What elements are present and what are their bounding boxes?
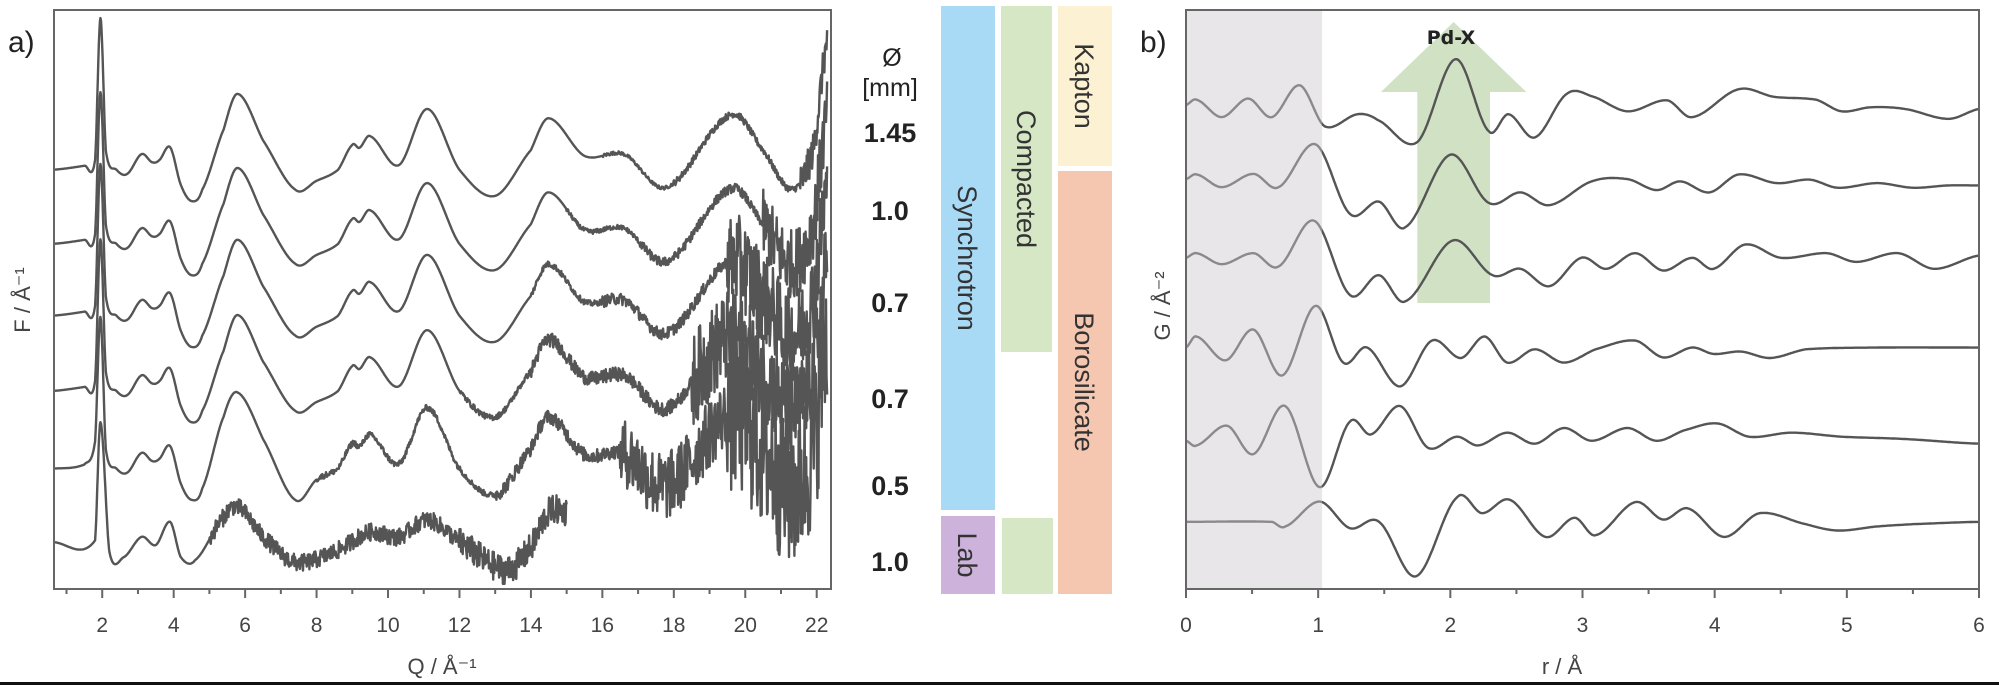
g-r-trace: [1322, 309, 1979, 388]
diameter-value: 1.0: [871, 196, 909, 226]
diameter-value: 1.0: [871, 547, 909, 577]
diameter-value: 0.7: [871, 288, 909, 318]
compacted-label: Compacted: [1011, 110, 1041, 248]
f-q-trace-0.7: [54, 162, 829, 382]
panel-b-tick-label: 1: [1312, 614, 1324, 637]
lab-label: Lab: [952, 532, 982, 577]
g-r-trace-shaded-part: [1186, 500, 1322, 529]
f-q-trace-1.0: [54, 81, 829, 299]
diameter-unit: [mm]: [862, 74, 918, 102]
g-r-trace-shaded-part: [1186, 304, 1322, 377]
panel-a-tick-label: 14: [519, 614, 543, 637]
panel-a: a) 2 4 6 8 10 12 14 16 18 20 22 Q / Å⁻¹ F / Å⁻¹: [8, 9, 832, 679]
category-bars: Synchrotron Lab Compacted Kapton Borosil…: [941, 6, 1112, 594]
g-r-trace: [1322, 404, 1979, 488]
borosilicate-label: Borosilicate: [1069, 312, 1099, 452]
panel-b-tick-label: 4: [1709, 614, 1721, 637]
kapton-label: Kapton: [1069, 43, 1099, 129]
panel-a-tick-label: 16: [591, 614, 614, 637]
compacted-bar-lab: [1002, 518, 1053, 594]
panel-a-tick-label: 2: [96, 614, 108, 637]
diameter-value: 0.7: [871, 384, 909, 414]
compacted-bar: [1001, 6, 1052, 352]
diameter-legend: Ø [mm] 1.45 1.0 0.7 0.7 0.5 1.0: [862, 44, 918, 577]
panel-a-traces: [54, 16, 829, 586]
synchrotron-bar: [941, 6, 995, 510]
diameter-value: 1.45: [864, 118, 917, 148]
g-r-trace-shaded-part: [1186, 219, 1322, 269]
panel-a-y-axis-title: F / Å⁻¹: [10, 267, 35, 332]
diameter-symbol: Ø: [882, 44, 901, 72]
panel-b-x-axis: 0 1 2 3 4 5 6: [1180, 589, 1985, 637]
panel-b-x-axis-title: r / Å: [1542, 654, 1583, 679]
panel-a-tick-label: 22: [805, 614, 828, 637]
panel-a-tick-label: 8: [311, 614, 323, 637]
shaded-region: [1186, 10, 1323, 589]
lab-bar: [941, 516, 995, 594]
panel-a-tick-label: 6: [239, 614, 251, 637]
panel-a-tick-label: 4: [168, 614, 180, 637]
f-q-trace-1.0: [54, 421, 568, 586]
panel-b-y-axis-title: G / Å⁻²: [1150, 271, 1175, 340]
panel-b-tick-label: 5: [1841, 614, 1853, 637]
panel-a-x-axis-title: Q / Å⁻¹: [407, 654, 476, 679]
kapton-bar: [1058, 6, 1112, 166]
f-q-trace-0.5: [54, 298, 829, 559]
diameter-value: 0.5: [871, 471, 909, 501]
bottom-rule: [0, 682, 1999, 685]
g-r-trace-shaded-part: [1186, 404, 1322, 489]
synchrotron-label: Synchrotron: [952, 185, 982, 331]
panel-b-tick-label: 3: [1577, 614, 1589, 637]
borosilicate-bar: [1058, 171, 1112, 594]
panel-a-tick-label: 18: [662, 614, 685, 637]
g-r-trace: [1322, 228, 1979, 304]
g-r-trace-shaded-part: [1186, 83, 1322, 126]
panel-a-label: a): [8, 26, 35, 59]
panel-b-traces: [1186, 58, 1979, 578]
panel-a-frame: [53, 9, 832, 590]
pd-x-annotation: Pd-X: [1427, 27, 1476, 49]
panel-a-tick-label: 20: [734, 614, 757, 637]
panel-b-tick-label: 2: [1444, 614, 1456, 637]
f-q-trace-0.7: [54, 231, 829, 451]
panel-b: b) Pd-X 0 1 2 3 4 5 6 r / Å G / Å⁻²: [1140, 9, 1985, 679]
panel-b-label: b): [1140, 26, 1167, 59]
g-r-trace-shaded-part: [1186, 142, 1322, 190]
f-q-trace-1.45: [54, 16, 829, 203]
panel-a-tick-label: 12: [448, 614, 471, 637]
panel-a-x-axis: 2 4 6 8 10 12 14 16 18 20 22: [65, 589, 828, 637]
panel-b-tick-label: 6: [1973, 614, 1985, 637]
g-r-trace: [1322, 149, 1979, 230]
g-r-trace: [1322, 493, 1979, 578]
panel-a-tick-label: 10: [376, 614, 399, 637]
g-r-trace: [1322, 58, 1979, 146]
pd-x-arrow: [1380, 22, 1527, 303]
panel-b-tick-label: 0: [1180, 614, 1192, 637]
